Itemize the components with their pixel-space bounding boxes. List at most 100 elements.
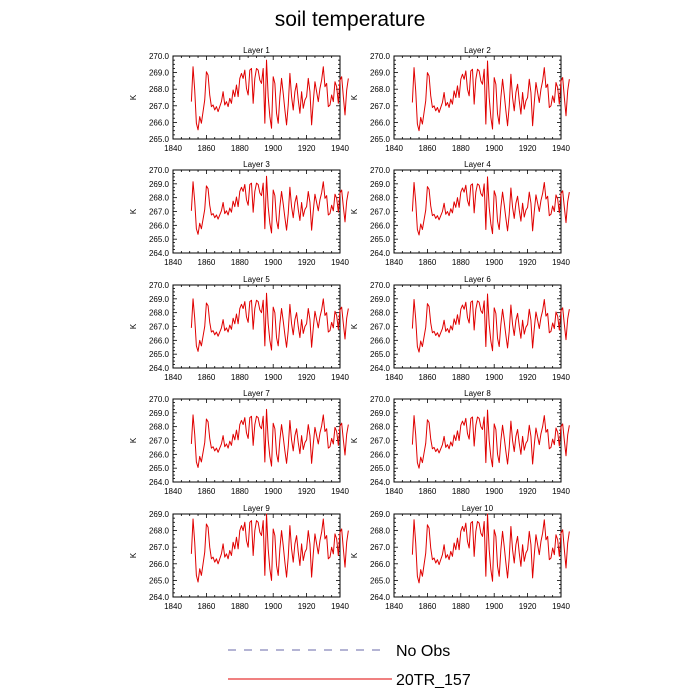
y-tick-label: 265.0 xyxy=(370,350,391,359)
y-tick-label: 266.0 xyxy=(149,118,170,127)
y-tick-label: 267.0 xyxy=(149,208,170,217)
x-tick-label: 1840 xyxy=(385,602,403,611)
series-line-20tr-157 xyxy=(411,176,570,236)
chart-panels: Layer 1 K 1840 1860 1880 1900 1920 1940 265.0 266… xyxy=(129,46,570,611)
y-axis-title: K xyxy=(129,552,138,558)
panel-layer-6: Layer 6 K 1840 1860 1880 1900 1920 1940 264.0 265… xyxy=(350,275,570,382)
x-tick-label: 1920 xyxy=(519,487,537,496)
panel-title: Layer 5 xyxy=(243,275,270,284)
x-tick-label: 1900 xyxy=(485,373,503,382)
y-tick-label: 266.0 xyxy=(370,336,391,345)
y-axis-title: K xyxy=(129,94,138,100)
series-line-20tr-157 xyxy=(411,293,570,353)
x-tick-label: 1940 xyxy=(331,373,349,382)
plot-frame xyxy=(172,513,341,598)
plot-frame xyxy=(393,55,562,140)
x-tick-label: 1880 xyxy=(452,487,470,496)
panel-layer-3: Layer 3 K 1840 1860 1880 1900 1920 1940 264.0 265… xyxy=(129,160,349,267)
x-tick-label: 1840 xyxy=(164,144,182,153)
panel-layer-4: Layer 4 K 1840 1860 1880 1900 1920 1940 264.0 265… xyxy=(350,160,570,267)
y-tick-label: 268.0 xyxy=(370,527,391,536)
panel-title: Layer 6 xyxy=(464,275,491,284)
x-tick-label: 1920 xyxy=(298,487,316,496)
panel-title: Layer 1 xyxy=(243,46,270,55)
y-tick-label: 267.0 xyxy=(370,208,391,217)
x-tick-label: 1900 xyxy=(264,258,282,267)
y-tick-label: 266.0 xyxy=(149,560,170,569)
y-tick-label: 266.0 xyxy=(149,450,170,459)
y-tick-label: 264.0 xyxy=(370,593,391,602)
series-line-20tr-157 xyxy=(411,60,570,132)
x-tick-label: 1840 xyxy=(164,602,182,611)
y-tick-label: 270.0 xyxy=(370,166,391,175)
x-tick-label: 1940 xyxy=(331,258,349,267)
y-tick-label: 265.0 xyxy=(370,576,391,585)
x-tick-label: 1940 xyxy=(552,487,570,496)
x-tick-label: 1860 xyxy=(198,144,216,153)
x-tick-label: 1940 xyxy=(331,602,349,611)
y-tick-label: 267.0 xyxy=(149,543,170,552)
y-axis-title: K xyxy=(350,552,359,558)
panel-title: Layer 4 xyxy=(464,160,491,169)
x-tick-label: 1840 xyxy=(164,487,182,496)
panel-title: Layer 3 xyxy=(243,160,270,169)
y-tick-label: 264.0 xyxy=(370,249,391,258)
y-axis-title: K xyxy=(350,437,359,443)
x-tick-label: 1920 xyxy=(298,258,316,267)
y-tick-label: 266.0 xyxy=(149,221,170,230)
x-tick-label: 1920 xyxy=(298,602,316,611)
y-tick-label: 267.0 xyxy=(149,102,170,111)
x-tick-label: 1840 xyxy=(385,144,403,153)
y-tick-label: 270.0 xyxy=(149,52,170,61)
plot-frame xyxy=(393,398,562,483)
x-tick-label: 1880 xyxy=(452,602,470,611)
y-tick-label: 265.0 xyxy=(370,464,391,473)
x-tick-label: 1860 xyxy=(419,373,437,382)
series-line-20tr-157 xyxy=(190,59,349,131)
y-tick-label: 269.0 xyxy=(370,180,391,189)
y-tick-label: 268.0 xyxy=(149,309,170,318)
x-tick-label: 1860 xyxy=(198,602,216,611)
plot-frame xyxy=(393,169,562,254)
y-tick-label: 266.0 xyxy=(370,118,391,127)
y-tick-label: 267.0 xyxy=(370,437,391,446)
panel-title: Layer 9 xyxy=(243,504,270,513)
legend-no-obs-label: No Obs xyxy=(396,643,450,660)
x-tick-label: 1920 xyxy=(298,144,316,153)
panel-layer-10: Layer 10 K 1840 1860 1880 1900 1920 1940 264.0 26… xyxy=(350,504,570,611)
y-tick-label: 270.0 xyxy=(370,395,391,404)
y-tick-label: 265.0 xyxy=(149,135,170,144)
y-tick-label: 268.0 xyxy=(149,194,170,203)
x-tick-label: 1940 xyxy=(552,602,570,611)
y-tick-label: 264.0 xyxy=(149,364,170,373)
y-tick-label: 266.0 xyxy=(370,560,391,569)
x-tick-label: 1900 xyxy=(485,258,503,267)
x-tick-label: 1840 xyxy=(385,487,403,496)
y-tick-label: 269.0 xyxy=(370,69,391,78)
y-tick-label: 268.0 xyxy=(370,423,391,432)
x-tick-label: 1860 xyxy=(419,144,437,153)
y-tick-label: 264.0 xyxy=(370,364,391,373)
x-tick-label: 1920 xyxy=(519,373,537,382)
y-tick-label: 269.0 xyxy=(149,295,170,304)
x-tick-label: 1900 xyxy=(485,144,503,153)
y-axis-title: K xyxy=(350,323,359,329)
y-tick-label: 267.0 xyxy=(149,437,170,446)
x-tick-label: 1920 xyxy=(298,373,316,382)
panel-layer-8: Layer 8 K 1840 1860 1880 1900 1920 1940 264.0 265… xyxy=(350,389,570,496)
x-tick-label: 1860 xyxy=(419,487,437,496)
panel-title: Layer 7 xyxy=(243,389,270,398)
x-tick-label: 1940 xyxy=(331,487,349,496)
x-tick-label: 1880 xyxy=(231,258,249,267)
x-tick-label: 1880 xyxy=(231,487,249,496)
y-tick-label: 270.0 xyxy=(149,166,170,175)
series-line-20tr-157 xyxy=(190,175,349,235)
plot-frame xyxy=(393,513,562,598)
x-tick-label: 1860 xyxy=(198,258,216,267)
legend: No Obs 20TR_157 xyxy=(228,643,471,689)
y-tick-label: 269.0 xyxy=(149,409,170,418)
panel-layer-1: Layer 1 K 1840 1860 1880 1900 1920 1940 265.0 266… xyxy=(129,46,349,153)
x-tick-label: 1920 xyxy=(519,602,537,611)
series-line-20tr-157 xyxy=(411,513,570,584)
